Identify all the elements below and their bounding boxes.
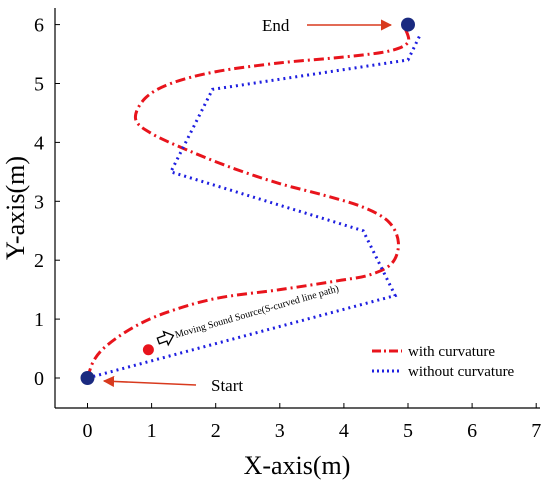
legend-label-with-curvature: with curvature bbox=[408, 344, 495, 360]
end-point bbox=[401, 17, 415, 32]
x-tick-label: 3 bbox=[275, 420, 285, 442]
legend: with curvature without curvature bbox=[372, 344, 515, 380]
legend-label-without-curvature: without curvature bbox=[408, 364, 515, 380]
hollow-arrow-icon bbox=[156, 330, 175, 347]
x-tick-label: 5 bbox=[403, 420, 413, 442]
y-tick-label: 5 bbox=[34, 74, 44, 96]
y-ticks: 0 1 2 3 4 5 6 bbox=[34, 15, 60, 390]
axes-frame bbox=[54, 8, 540, 409]
x-axis-label: X-axis(m) bbox=[244, 451, 351, 480]
series-without-curvature-line bbox=[87, 32, 423, 380]
y-tick-label: 0 bbox=[34, 368, 44, 390]
y-axis-label: Y-axis(m) bbox=[1, 156, 30, 260]
x-tick-label: 1 bbox=[147, 420, 157, 442]
source-annotation: Moving Sound Source(S-curved line path) bbox=[156, 283, 340, 347]
y-tick-label: 2 bbox=[34, 250, 44, 272]
x-tick-label: 2 bbox=[211, 420, 221, 442]
start-point bbox=[80, 371, 95, 385]
x-tick-label: 7 bbox=[531, 420, 541, 442]
start-label: Start bbox=[211, 376, 243, 395]
series-with-curvature-line bbox=[86, 27, 411, 379]
end-label: End bbox=[262, 16, 290, 35]
points-layer bbox=[80, 17, 415, 385]
end-annotation: End bbox=[262, 16, 393, 35]
x-ticks: 0 1 2 3 4 5 6 7 bbox=[83, 403, 541, 442]
x-tick-label: 0 bbox=[83, 420, 93, 442]
y-tick-label: 4 bbox=[34, 132, 44, 154]
start-arrow bbox=[102, 375, 197, 388]
x-tick-label: 4 bbox=[339, 420, 349, 442]
sound-source-point bbox=[142, 344, 154, 356]
y-tick-label: 6 bbox=[34, 15, 44, 37]
x-tick-label: 6 bbox=[467, 420, 477, 442]
y-tick-label: 3 bbox=[34, 191, 44, 213]
start-annotation: Start bbox=[102, 375, 243, 395]
y-tick-label: 1 bbox=[34, 309, 44, 331]
series-layer bbox=[86, 27, 423, 380]
